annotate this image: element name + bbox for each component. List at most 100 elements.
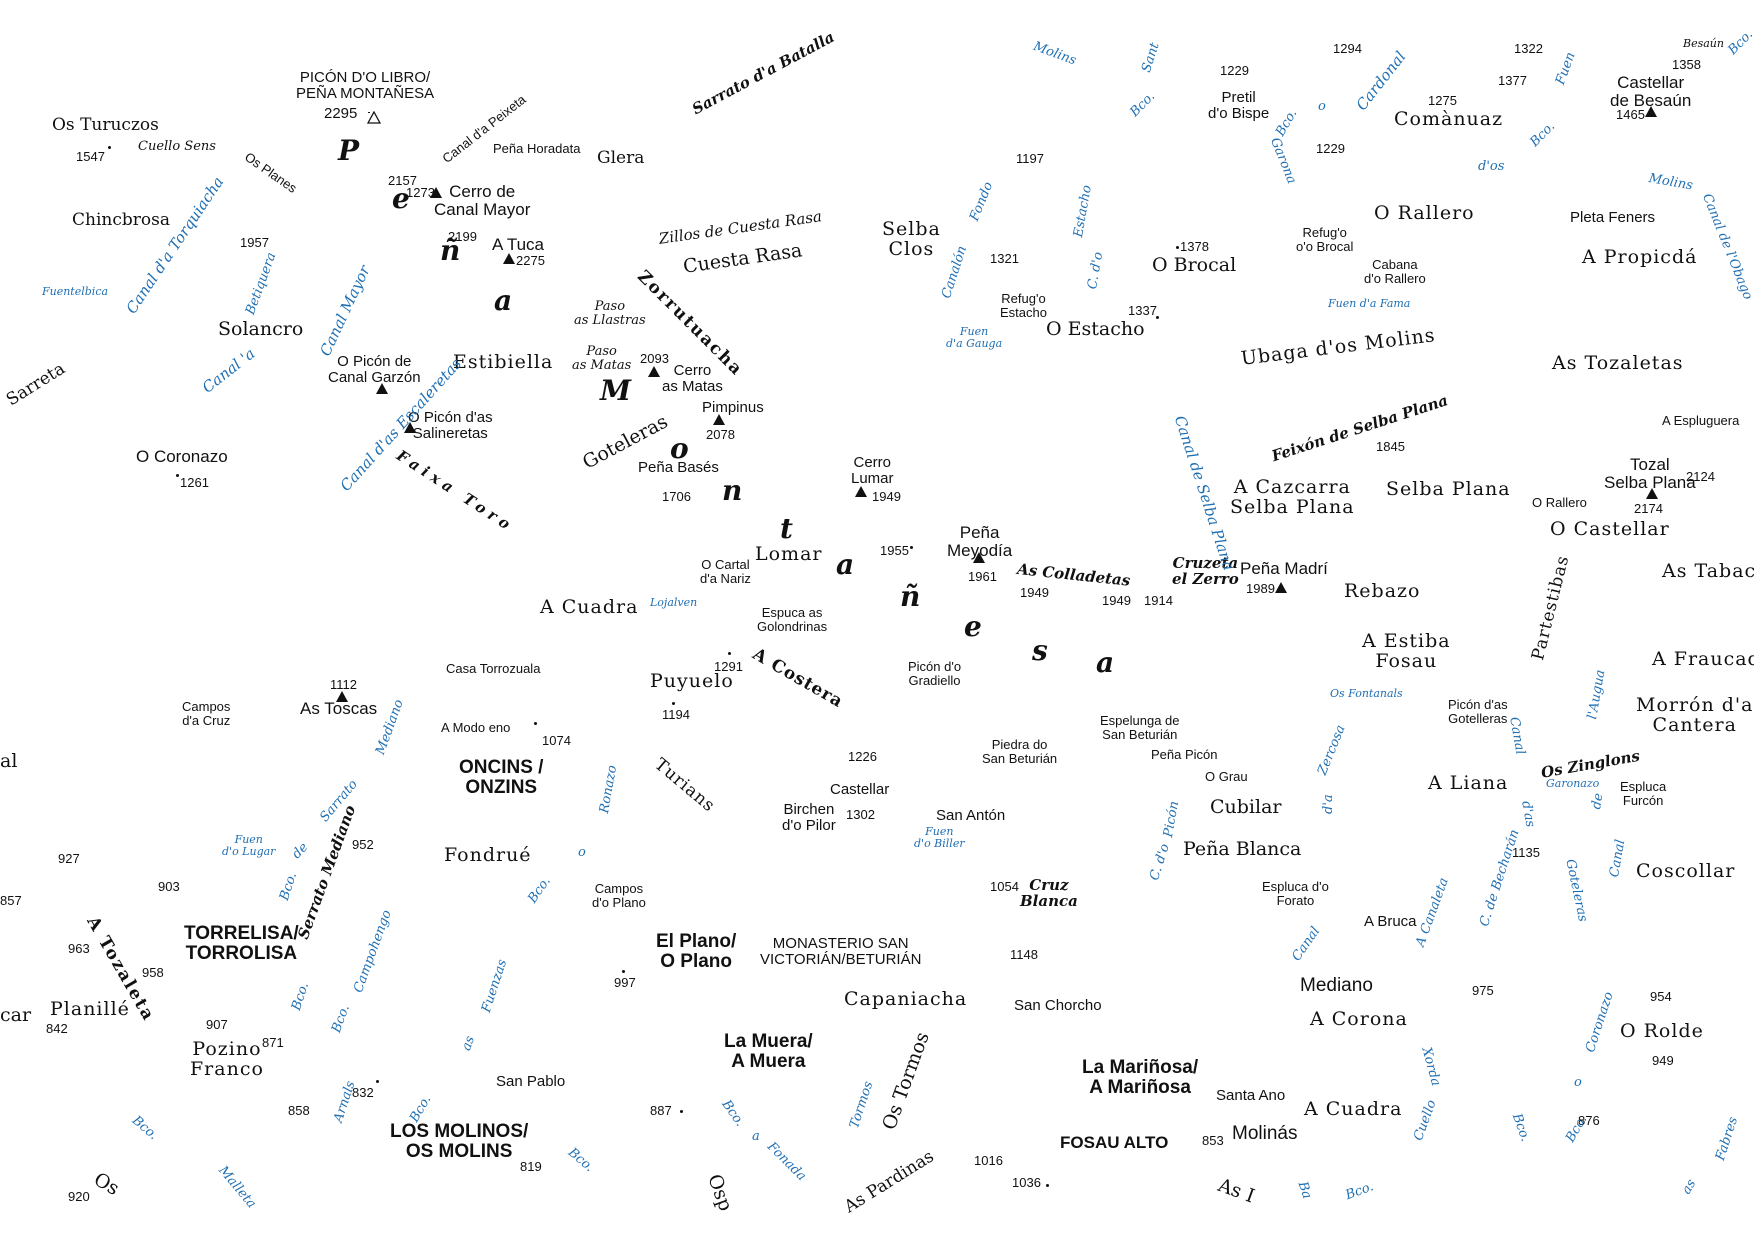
spot-height: 832 bbox=[352, 1085, 374, 1100]
hydro-label: Coronazo bbox=[1583, 990, 1617, 1055]
spot-height: 1261 bbox=[180, 475, 209, 490]
hydro-label: Tormos bbox=[847, 1079, 877, 1131]
place-label: Comànuaz bbox=[1394, 108, 1504, 130]
place-label: Espluca d'o Forato bbox=[1262, 879, 1329, 908]
hydro-label: Canal Mayor bbox=[316, 262, 374, 359]
hydro-label: d'as bbox=[1518, 799, 1538, 829]
spot-height: 907 bbox=[206, 1017, 228, 1032]
spot-height: 2295 bbox=[324, 105, 358, 122]
range-letter: ñ bbox=[900, 580, 923, 613]
spot-height: 2199 bbox=[448, 229, 477, 244]
spot-height: 853 bbox=[1202, 1133, 1224, 1148]
place-label: Piedra do San Beturián bbox=[982, 737, 1058, 766]
point-dot-icon bbox=[176, 474, 179, 477]
range-letter: M bbox=[600, 374, 633, 407]
hydro-label: Estacho bbox=[1071, 184, 1095, 239]
place-label: As Tabacc bbox=[1662, 560, 1754, 582]
hydro-label: Fabres bbox=[1713, 1115, 1742, 1163]
place-label: O Rallero bbox=[1532, 495, 1587, 510]
spot-height: 920 bbox=[68, 1189, 90, 1204]
place-label: Santa Ano bbox=[1216, 1087, 1286, 1104]
hydro-label: C. de Becharán bbox=[1477, 827, 1523, 929]
place-label: As Tozaletas bbox=[1552, 352, 1684, 374]
place-label: Osp bbox=[703, 1171, 737, 1215]
spot-height: 1135 bbox=[1512, 845, 1540, 860]
place-label: Peña Blanca bbox=[1183, 838, 1302, 860]
place-label: El Plano/O Plano bbox=[656, 931, 737, 972]
place-label: Peña Horadata bbox=[493, 141, 581, 156]
place-label: Glera bbox=[597, 148, 645, 168]
place-label: Chincbrosa bbox=[72, 210, 170, 230]
spot-height: 1989 bbox=[1246, 581, 1275, 596]
place-label: TORRELISA/TORROLISA bbox=[184, 923, 299, 964]
place-label: Pleta Feners bbox=[1570, 209, 1656, 226]
hydro-label: d'a bbox=[1321, 794, 1336, 814]
hydro-label: Zercosa bbox=[1315, 722, 1349, 778]
place-label: Sarreta bbox=[2, 358, 69, 411]
place-label: Morrón d'a Cantera bbox=[1636, 694, 1754, 736]
hydro-label: A Canaleta bbox=[1413, 875, 1452, 949]
place-label: Paso as Llastras bbox=[574, 299, 646, 328]
place-label: Rebazo bbox=[1344, 580, 1421, 602]
range-letter: ñ bbox=[440, 234, 463, 267]
range-letter: a bbox=[836, 548, 857, 581]
place-label: Cerro as Matas bbox=[662, 362, 723, 395]
place-label: A Tuca bbox=[492, 235, 544, 254]
hydro-label: Canal de l'Obago bbox=[1699, 191, 1754, 302]
spot-height: 1016 bbox=[974, 1153, 1003, 1168]
place-label: A Cuadra bbox=[540, 596, 639, 618]
spot-height: 997 bbox=[614, 975, 636, 990]
range-letter: e bbox=[964, 610, 984, 643]
place-label: A Cazcarra Selba Plana bbox=[1230, 476, 1355, 518]
hydro-label: Canal 'a bbox=[198, 344, 259, 397]
hydro-label: C. d'o bbox=[1147, 842, 1173, 883]
place-label: Feixón de Selba Plana bbox=[1269, 391, 1451, 466]
place-label: Peña Basés bbox=[638, 459, 719, 476]
spot-height: 1949 bbox=[872, 489, 901, 504]
place-label: Refug'o o'o Brocal bbox=[1296, 225, 1354, 254]
peak-icon bbox=[1645, 106, 1657, 117]
point-dot-icon bbox=[680, 1110, 683, 1113]
hydro-label: de bbox=[289, 839, 312, 862]
spot-height: 1377 bbox=[1498, 73, 1527, 88]
hydro-label: Garona bbox=[1267, 135, 1300, 187]
place-label: A Fraucada bbox=[1652, 648, 1754, 670]
spot-height: 1226 bbox=[848, 749, 877, 764]
spot-height: 1302 bbox=[846, 807, 875, 822]
spot-height: 819 bbox=[520, 1159, 542, 1174]
place-label: San Pablo bbox=[496, 1073, 566, 1090]
hydro-label: Bco. bbox=[277, 870, 301, 903]
spot-height: 1321 bbox=[990, 251, 1019, 266]
place-label: As I bbox=[1215, 1174, 1258, 1208]
hydro-label: Canalón bbox=[939, 244, 971, 301]
hydro-label: Bco. bbox=[525, 874, 554, 907]
place-label: Castellar de Besaún bbox=[1610, 73, 1692, 110]
hydro-label: Molins bbox=[1647, 171, 1694, 194]
place-label: al bbox=[0, 750, 18, 772]
hydro-label: Lojalven bbox=[650, 596, 698, 609]
hydro-label: Fuentelbica bbox=[42, 285, 109, 298]
spot-height: 1291 bbox=[714, 659, 743, 674]
hydro-label: Molins bbox=[1031, 39, 1079, 69]
hydro-label: Bco. bbox=[1725, 27, 1754, 58]
place-label: O Rallero bbox=[1374, 202, 1475, 224]
place-label: As Toscas bbox=[300, 699, 378, 718]
spot-height: 1957 bbox=[240, 235, 269, 250]
hydro-label: Xorda bbox=[1418, 1045, 1444, 1088]
spot-height: 842 bbox=[46, 1021, 68, 1036]
range-letter: a bbox=[494, 284, 515, 317]
spot-height: 954 bbox=[1650, 989, 1672, 1004]
place-label: Pozino Franco bbox=[190, 1038, 264, 1080]
point-dot-icon bbox=[1046, 1184, 1049, 1187]
place-label: car bbox=[0, 1004, 32, 1026]
place-label: A Cuadra bbox=[1304, 1098, 1403, 1120]
hydro-label: Canal d'a Torquiacha bbox=[122, 173, 228, 317]
peak-icon bbox=[1275, 582, 1287, 593]
spot-height: 2093 bbox=[640, 351, 669, 366]
place-label: Planillé bbox=[50, 998, 130, 1020]
hydro-label: Canal bbox=[1289, 924, 1324, 965]
hydro-label: Campohengo bbox=[351, 908, 395, 995]
place-label: Lomar bbox=[755, 543, 823, 565]
hydro-label: Fuen bbox=[1553, 50, 1579, 87]
